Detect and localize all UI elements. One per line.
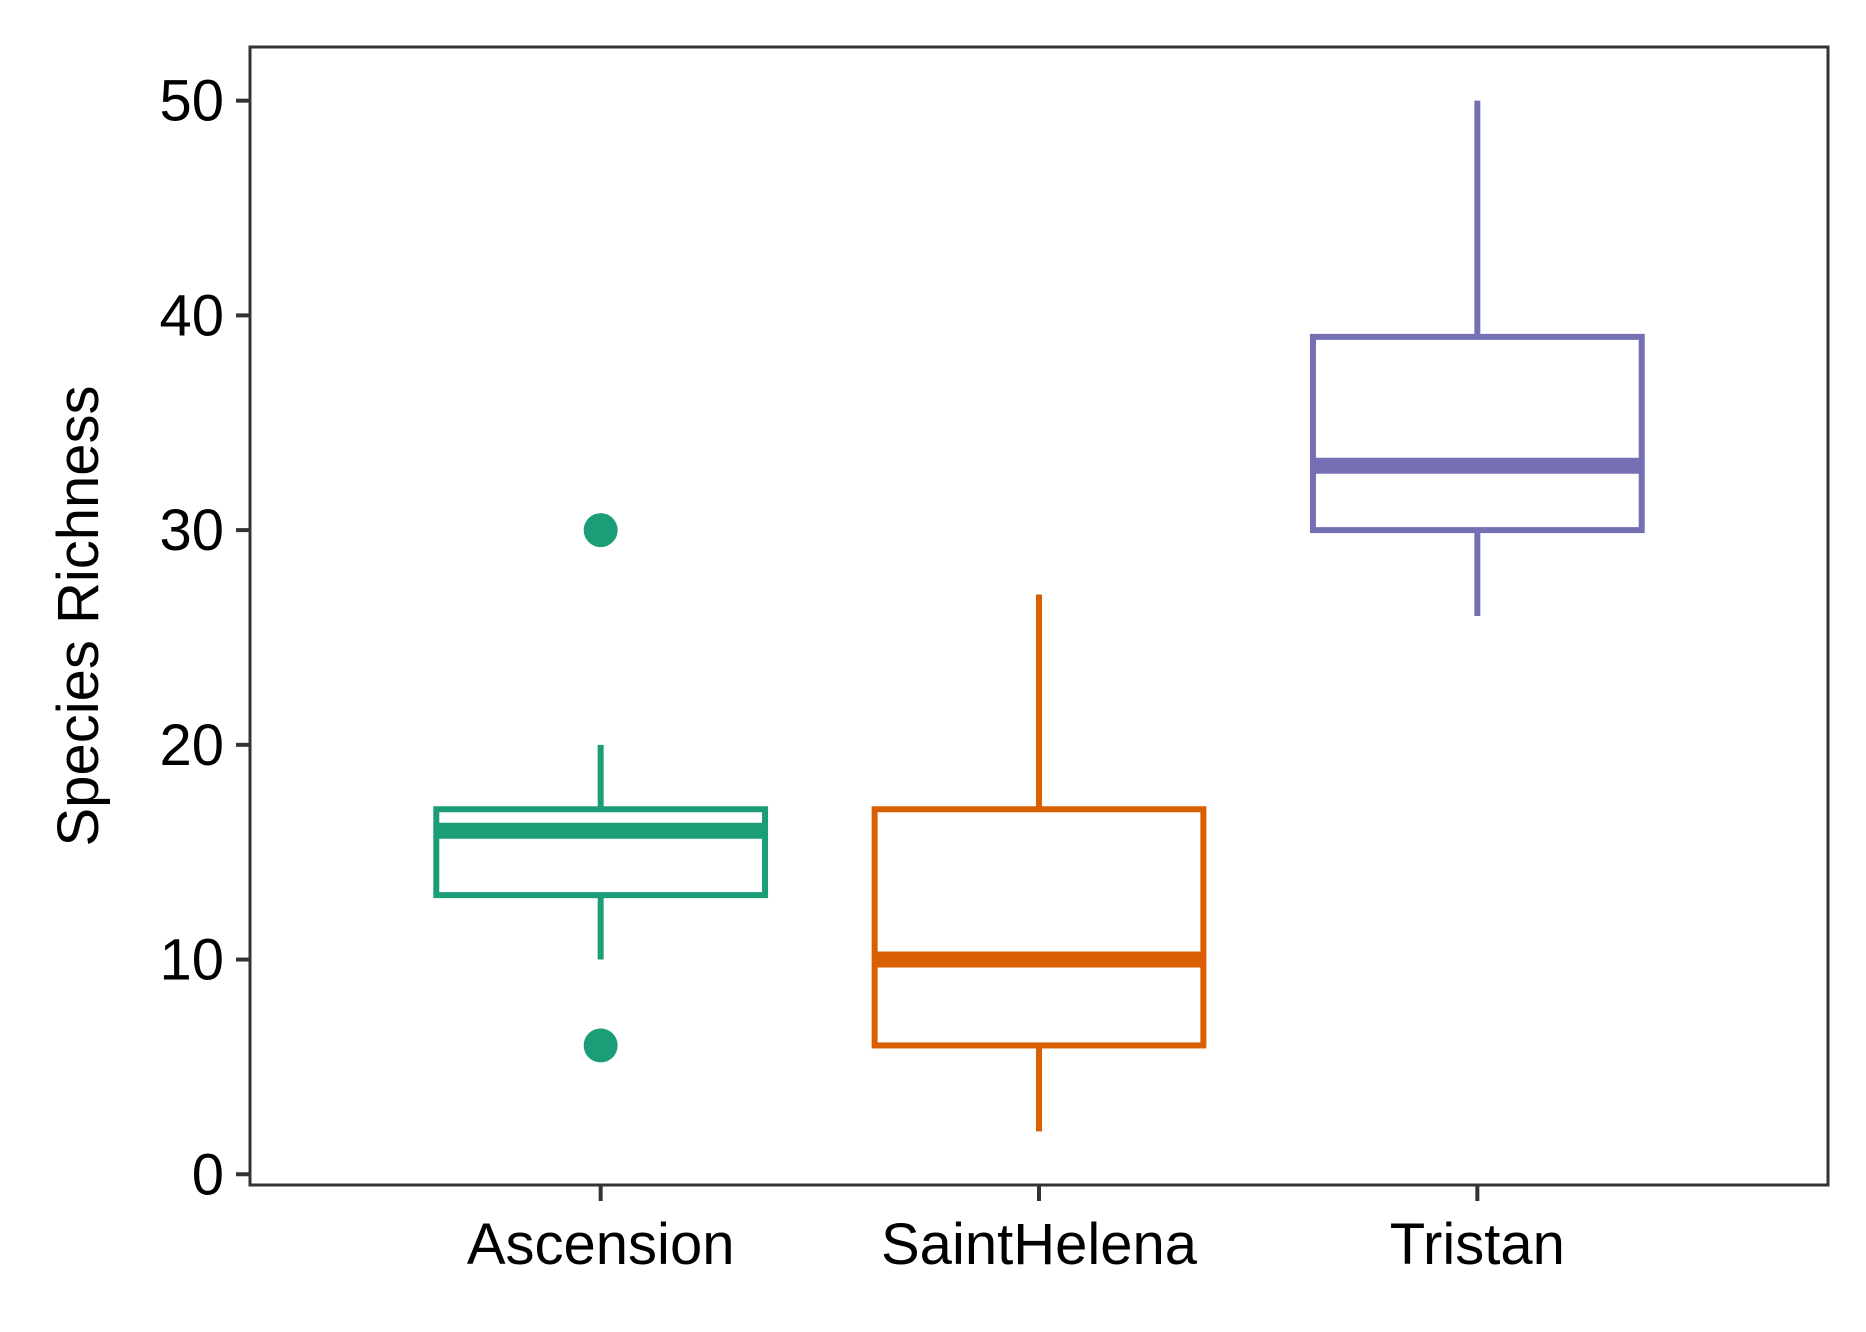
y-tick-label: 10 (159, 928, 224, 993)
x-axis: Ascension SaintHelena Tristan (467, 1185, 1565, 1277)
y-tick-label: 0 (192, 1142, 224, 1207)
box-ascension (433, 513, 769, 1063)
iqr-box (1309, 333, 1645, 534)
iqr-box (433, 806, 769, 899)
box-series (433, 100, 1645, 1132)
x-tick-label: Ascension (467, 1212, 735, 1277)
iqr-box (871, 806, 1207, 1049)
box-tristan (1309, 100, 1645, 616)
y-tick-label: 40 (159, 283, 224, 348)
y-tick-label: 20 (159, 713, 224, 778)
outlier-point (583, 513, 618, 548)
x-tick-label: Tristan (1390, 1212, 1565, 1277)
y-axis: 0 10 20 30 40 50 (159, 69, 250, 1207)
y-axis-title: Species Richness (46, 386, 111, 847)
x-tick-label: SaintHelena (881, 1212, 1198, 1277)
y-tick-label: 30 (159, 498, 224, 563)
y-tick-label: 50 (159, 69, 224, 134)
box-sainthelena (871, 594, 1207, 1132)
outlier-point (583, 1028, 618, 1063)
